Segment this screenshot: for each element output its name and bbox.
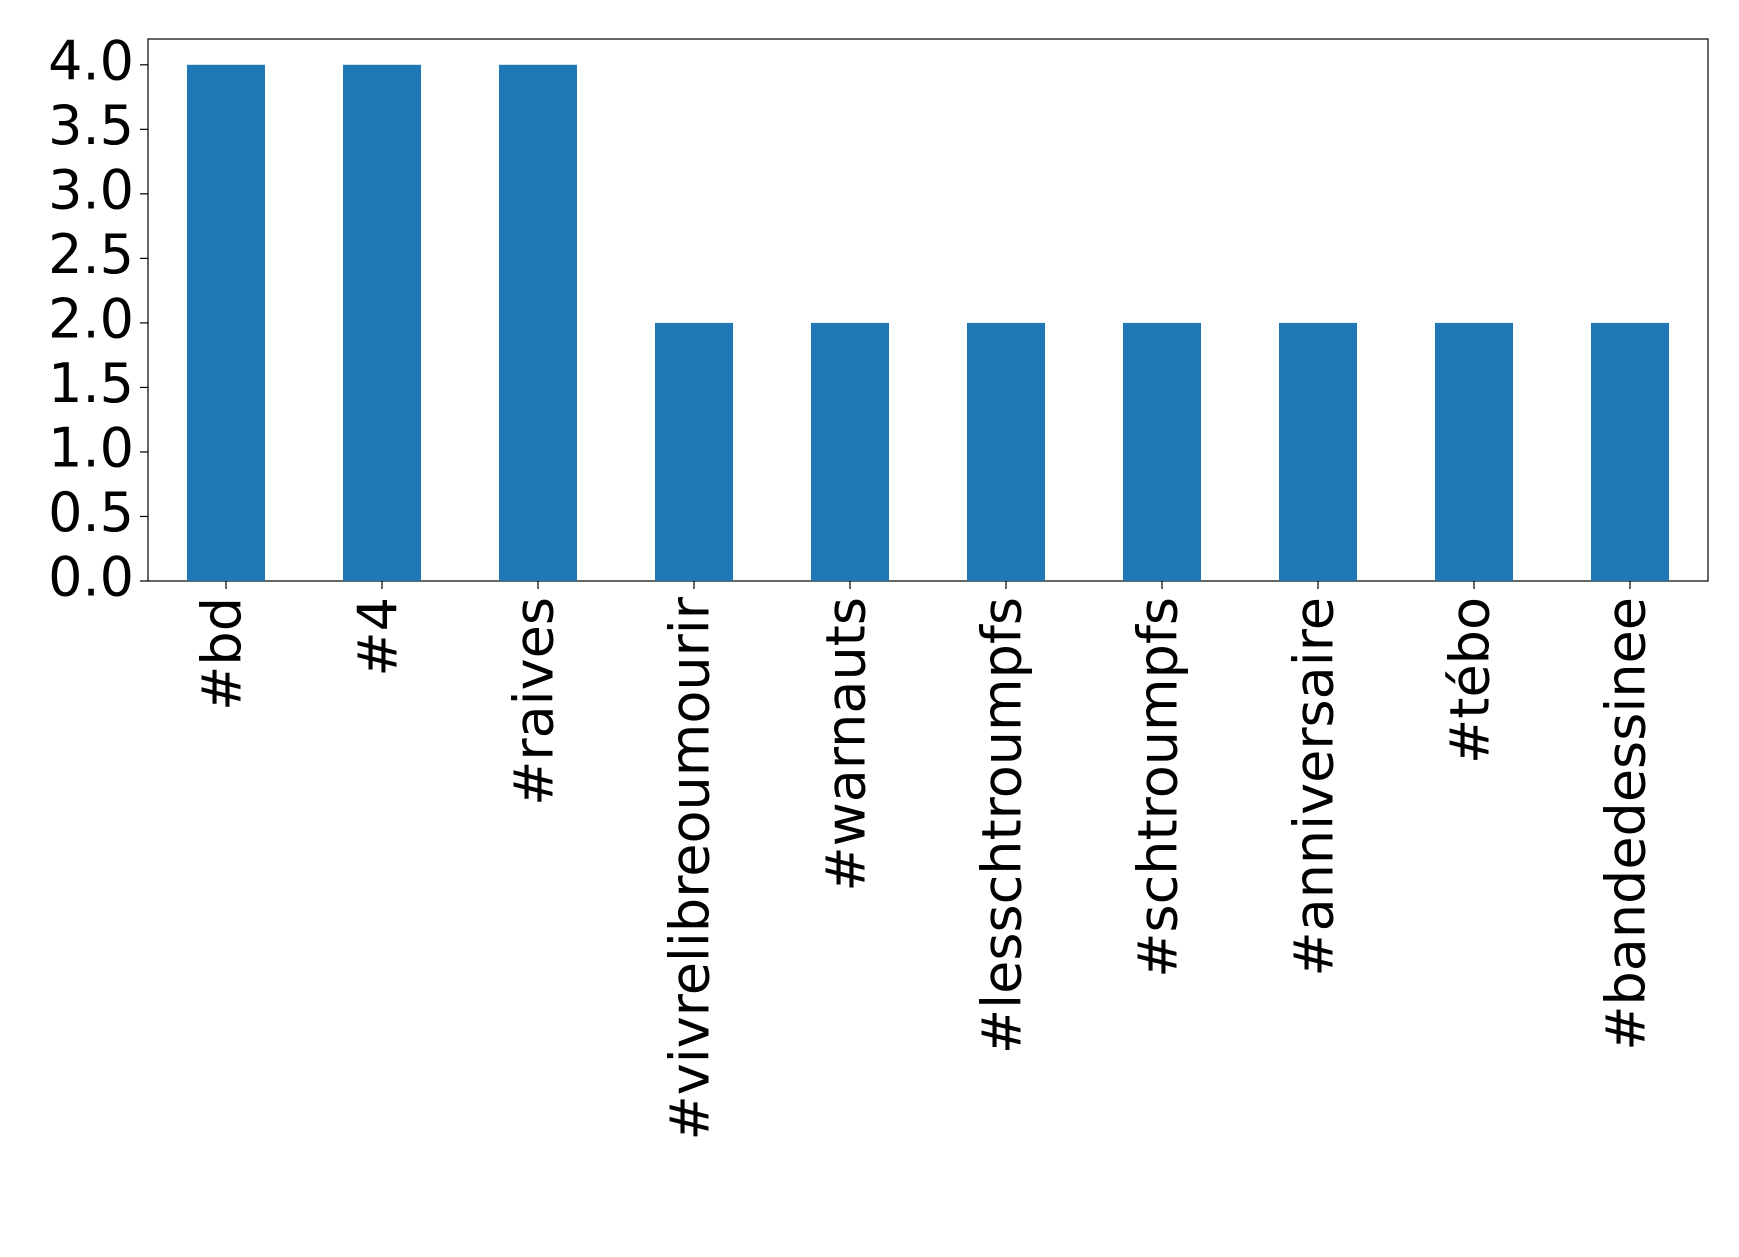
bar (343, 64, 421, 582)
bar (187, 64, 265, 582)
y-tick-label: 1.5 (48, 352, 134, 415)
bar (1591, 322, 1669, 581)
y-tick-label: 2.0 (48, 288, 134, 351)
x-tick-label: #4 (347, 597, 410, 677)
bar (1279, 322, 1357, 581)
x-tick-label: #bandedessinee (1595, 597, 1658, 1051)
y-tick-label: 3.0 (48, 158, 134, 221)
bar (967, 322, 1045, 581)
bar (1123, 322, 1201, 581)
x-tick-label: #anniversaire (1283, 597, 1346, 977)
x-tick-label: #lesschtroumpfs (971, 597, 1034, 1054)
bar (811, 322, 889, 581)
bar (1435, 322, 1513, 581)
x-tick-label: #schtroumpfs (1127, 597, 1190, 978)
x-tick-label: #raives (503, 597, 566, 806)
x-tick-label: #tébo (1439, 597, 1502, 764)
bar (655, 322, 733, 581)
y-tick-label: 3.5 (48, 94, 134, 157)
y-tick-label: 0.0 (48, 546, 134, 609)
plot-frame (147, 38, 1709, 582)
x-tick-label: #vivrelibreoumourir (659, 596, 722, 1140)
y-tick-label: 2.5 (48, 223, 134, 286)
x-tick-label: #bd (191, 597, 254, 711)
x-tick-label: #warnauts (815, 597, 878, 892)
y-tick-label: 4.0 (48, 29, 134, 92)
y-tick-label: 0.5 (48, 481, 134, 544)
y-tick-label: 1.0 (48, 417, 134, 480)
bar (499, 64, 577, 582)
